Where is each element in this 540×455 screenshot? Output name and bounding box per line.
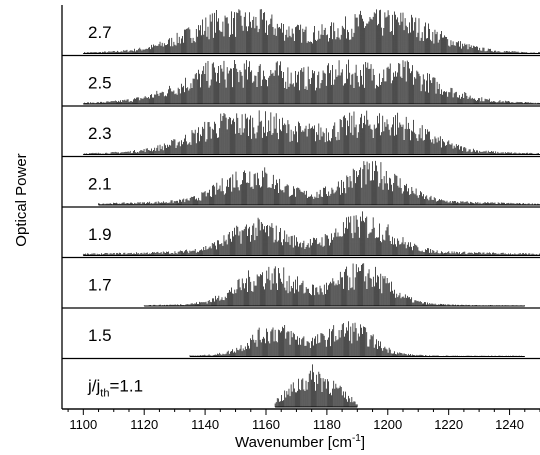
x-tick-label: 1220	[434, 417, 463, 432]
x-tick-label: 1120	[130, 417, 158, 432]
panel-label: 2.7	[88, 23, 112, 42]
x-tick-label: 1180	[313, 417, 341, 432]
x-tick-label: 1200	[373, 417, 402, 432]
spectrum-trace	[82, 59, 540, 104]
panel-label: 1.5	[88, 326, 112, 345]
spectrum-panel: 2.1	[62, 160, 540, 208]
spectrum-panel: j/jth=1.1	[62, 364, 540, 410]
panel-label: 2.5	[88, 74, 112, 93]
spectra-panels: 2.7 2.5 2.3 2.1 1.9 1.7 1.5 j/jth=1.1	[62, 9, 540, 410]
y-axis-label: Optical Power	[13, 153, 30, 246]
spectrum-trace	[143, 263, 525, 306]
panel-label: 2.3	[88, 124, 112, 143]
panel-label: j/jth=1.1	[87, 377, 143, 400]
spectrum-trace	[82, 9, 540, 54]
spectrum-panel: 1.7	[62, 263, 540, 309]
spectrum-panel: 2.3	[62, 110, 540, 158]
panel-label: 2.1	[88, 175, 112, 194]
x-tick-label: 1140	[191, 417, 219, 432]
x-tick-label: 1160	[252, 417, 280, 432]
spectrum-trace	[98, 160, 540, 205]
panel-label: 1.7	[88, 276, 112, 295]
spectrum-panel: 1.9	[62, 211, 540, 259]
x-tick-label: 1240	[495, 417, 524, 432]
spectrum-panel: 1.5	[62, 321, 540, 360]
spectrum-panel: 2.5	[62, 59, 540, 107]
x-tick-label: 1100	[69, 417, 97, 432]
spectrum-trace	[82, 110, 540, 155]
spectrum-trace	[274, 364, 358, 407]
spectrum-panel: 2.7	[62, 9, 540, 57]
x-axis: 1100 1120 1140 1160 1180 1200 1220 1240	[61, 5, 540, 432]
spectrum-trace	[189, 321, 525, 357]
panel-label: 1.9	[88, 225, 112, 244]
x-axis-label: Wavenumber [cm-1]	[235, 433, 365, 451]
spectrum-trace	[82, 211, 540, 256]
